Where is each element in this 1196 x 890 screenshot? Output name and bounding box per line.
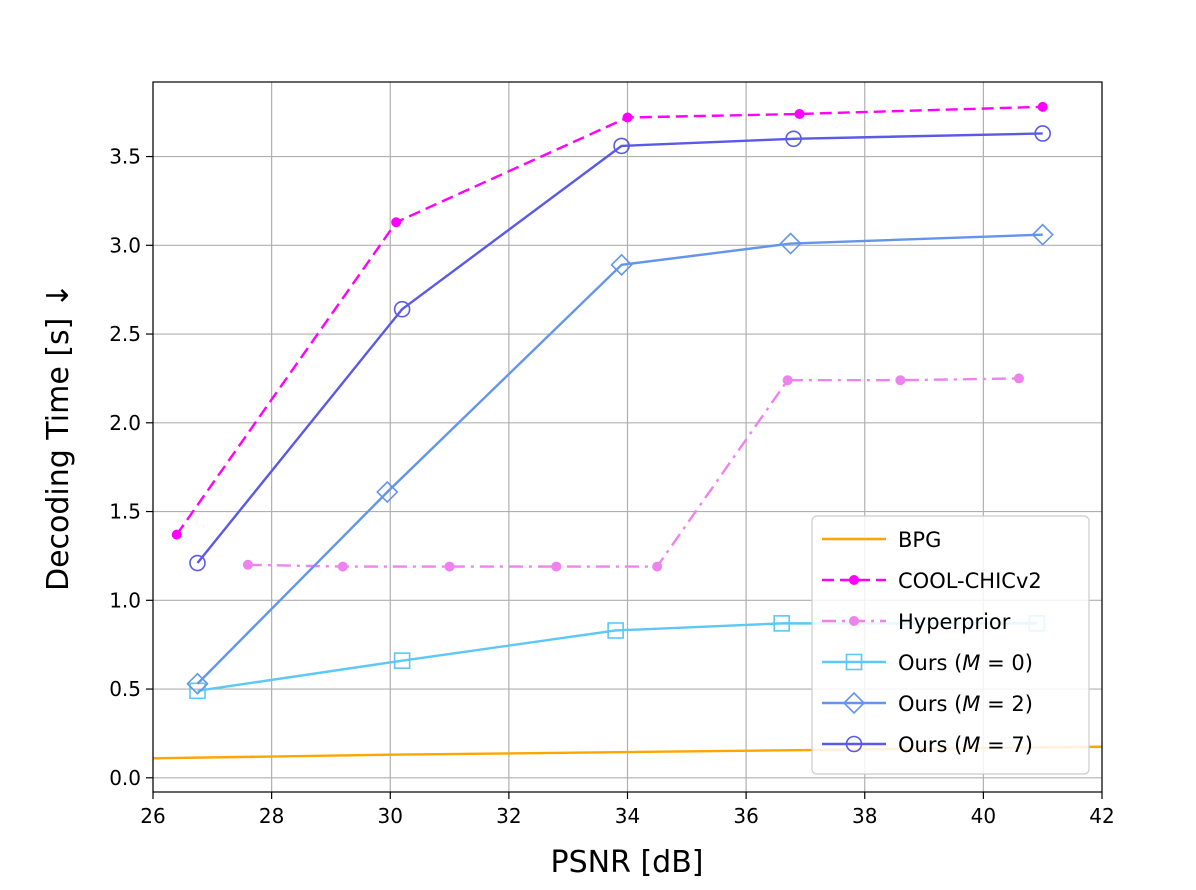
data-point — [189, 554, 206, 572]
x-tick-label: 40 — [971, 804, 996, 828]
data-point — [794, 108, 805, 119]
data-point — [444, 561, 455, 572]
legend-marker — [842, 691, 866, 715]
series-cool-chicv2 — [171, 101, 1048, 540]
x-tick-label: 26 — [140, 804, 165, 828]
data-point — [610, 253, 633, 276]
legend-marker — [849, 575, 859, 585]
data-point — [779, 232, 802, 255]
y-tick-label: 3.5 — [109, 145, 141, 169]
data-point — [773, 615, 791, 632]
x-tick-label: 32 — [496, 804, 521, 828]
legend-label: COOL-CHICv2 — [898, 569, 1042, 593]
data-point — [337, 561, 348, 572]
data-point — [1031, 223, 1054, 246]
data-point — [895, 375, 906, 386]
series-ours-m-7 — [189, 125, 1051, 572]
data-point — [551, 561, 562, 572]
data-point — [186, 672, 209, 695]
legend-marker — [845, 735, 863, 753]
x-tick-label: 30 — [378, 804, 403, 828]
series-line — [196, 132, 1043, 564]
y-tick-label: 0.5 — [109, 677, 141, 701]
x-tick-label: 42 — [1089, 804, 1114, 828]
x-tick-label: 28 — [259, 804, 284, 828]
y-axis-label: Decoding Time [s] ↓ — [41, 283, 76, 591]
legend-label: Ours (M = 0) — [898, 651, 1033, 675]
series-line — [196, 233, 1043, 685]
y-tick-label: 1.5 — [109, 500, 141, 524]
data-point — [785, 130, 802, 148]
x-tick-label: 36 — [733, 804, 758, 828]
data-point — [622, 112, 633, 123]
data-point — [613, 137, 630, 155]
legend-label: BPG — [898, 528, 941, 552]
legend-marker — [849, 616, 859, 626]
y-tick-label: 3.0 — [109, 233, 141, 257]
data-point — [391, 217, 402, 228]
data-point — [1013, 373, 1024, 384]
y-tick-label: 1.0 — [109, 588, 141, 612]
grid — [152, 82, 1103, 792]
x-axis-label: PSNR [dB] — [551, 845, 704, 880]
data-point — [376, 480, 399, 504]
legend-label: Ours (M = 7) — [898, 733, 1033, 757]
data-point — [652, 561, 663, 572]
series-hyperprior — [242, 373, 1024, 572]
data-point — [1037, 101, 1048, 112]
x-tick-label: 34 — [615, 804, 640, 828]
series-line — [247, 377, 1019, 568]
legend: BPG COOL-CHICv2 Hyperprior Ours (M = 0) Ours… — [811, 515, 1090, 775]
data-point — [171, 529, 182, 540]
data-point — [393, 300, 411, 318]
data-point — [782, 375, 793, 386]
legend-label: Ours (M = 2) — [898, 692, 1033, 716]
series-ours-m-2 — [186, 223, 1054, 695]
y-tick-label: 2.5 — [109, 322, 141, 346]
data-point — [1034, 125, 1051, 142]
legend-marker — [845, 653, 863, 671]
data-point — [242, 559, 253, 570]
series-line — [175, 105, 1043, 536]
x-tick-label: 38 — [852, 804, 877, 828]
y-tick-label: 2.0 — [109, 411, 141, 435]
data-point — [607, 622, 624, 639]
axis-ticks: 26 28 30 32 34 36 38 40 42 0.0 0.5 1.0 1.5 2.0 2.5 3.0 3… — [109, 145, 1115, 828]
data-point — [393, 652, 411, 669]
y-tick-label: 0.0 — [109, 766, 141, 790]
legend-label: Hyperprior — [898, 610, 1011, 634]
